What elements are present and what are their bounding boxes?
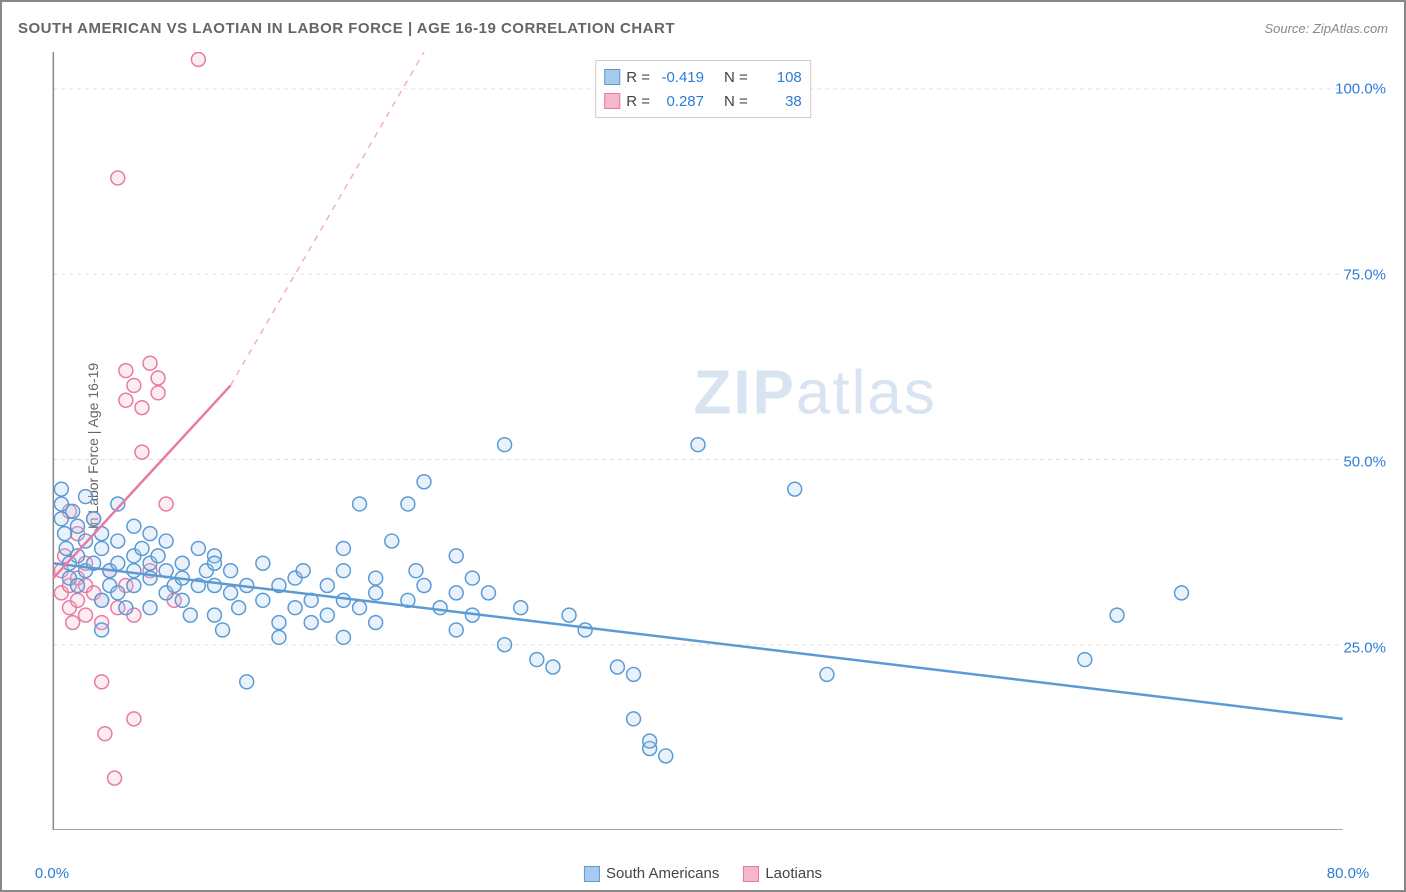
swatch-icon — [743, 866, 759, 882]
legend-item: Laotians — [743, 865, 822, 882]
r-value: 0.287 — [656, 93, 704, 110]
legend-item: South Americans — [584, 865, 719, 882]
r-value: -0.419 — [656, 69, 704, 86]
n-label: N = — [724, 93, 748, 110]
legend-label: Laotians — [765, 865, 822, 882]
legend-label: South Americans — [606, 865, 719, 882]
y-tick-label: 25.0% — [1343, 639, 1386, 656]
y-tick-label: 75.0% — [1343, 267, 1386, 284]
x-tick-label: 80.0% — [1327, 865, 1370, 882]
y-tick-label: 50.0% — [1343, 453, 1386, 470]
r-label: R = — [626, 93, 650, 110]
chart-container: SOUTH AMERICAN VS LAOTIAN IN LABOR FORCE… — [0, 0, 1406, 892]
n-value: 38 — [754, 93, 802, 110]
swatch-icon — [604, 93, 620, 109]
n-value: 108 — [754, 69, 802, 86]
r-label: R = — [626, 69, 650, 86]
y-tick-label: 100.0% — [1335, 81, 1386, 98]
stats-row: R = 0.287 N = 38 — [604, 89, 802, 113]
stats-row: R = -0.419 N = 108 — [604, 65, 802, 89]
plot-area — [52, 52, 1344, 830]
swatch-icon — [604, 69, 620, 85]
source-label: Source: ZipAtlas.com — [1264, 21, 1388, 36]
stats-legend: R = -0.419 N = 108 R = 0.287 N = 38 — [595, 60, 811, 118]
header: SOUTH AMERICAN VS LAOTIAN IN LABOR FORCE… — [18, 14, 1388, 42]
chart-svg — [52, 52, 1344, 830]
swatch-icon — [584, 866, 600, 882]
chart-title: SOUTH AMERICAN VS LAOTIAN IN LABOR FORCE… — [18, 20, 675, 37]
series-legend: South Americans Laotians — [584, 865, 822, 882]
n-label: N = — [724, 69, 748, 86]
x-tick-label: 0.0% — [35, 865, 69, 882]
